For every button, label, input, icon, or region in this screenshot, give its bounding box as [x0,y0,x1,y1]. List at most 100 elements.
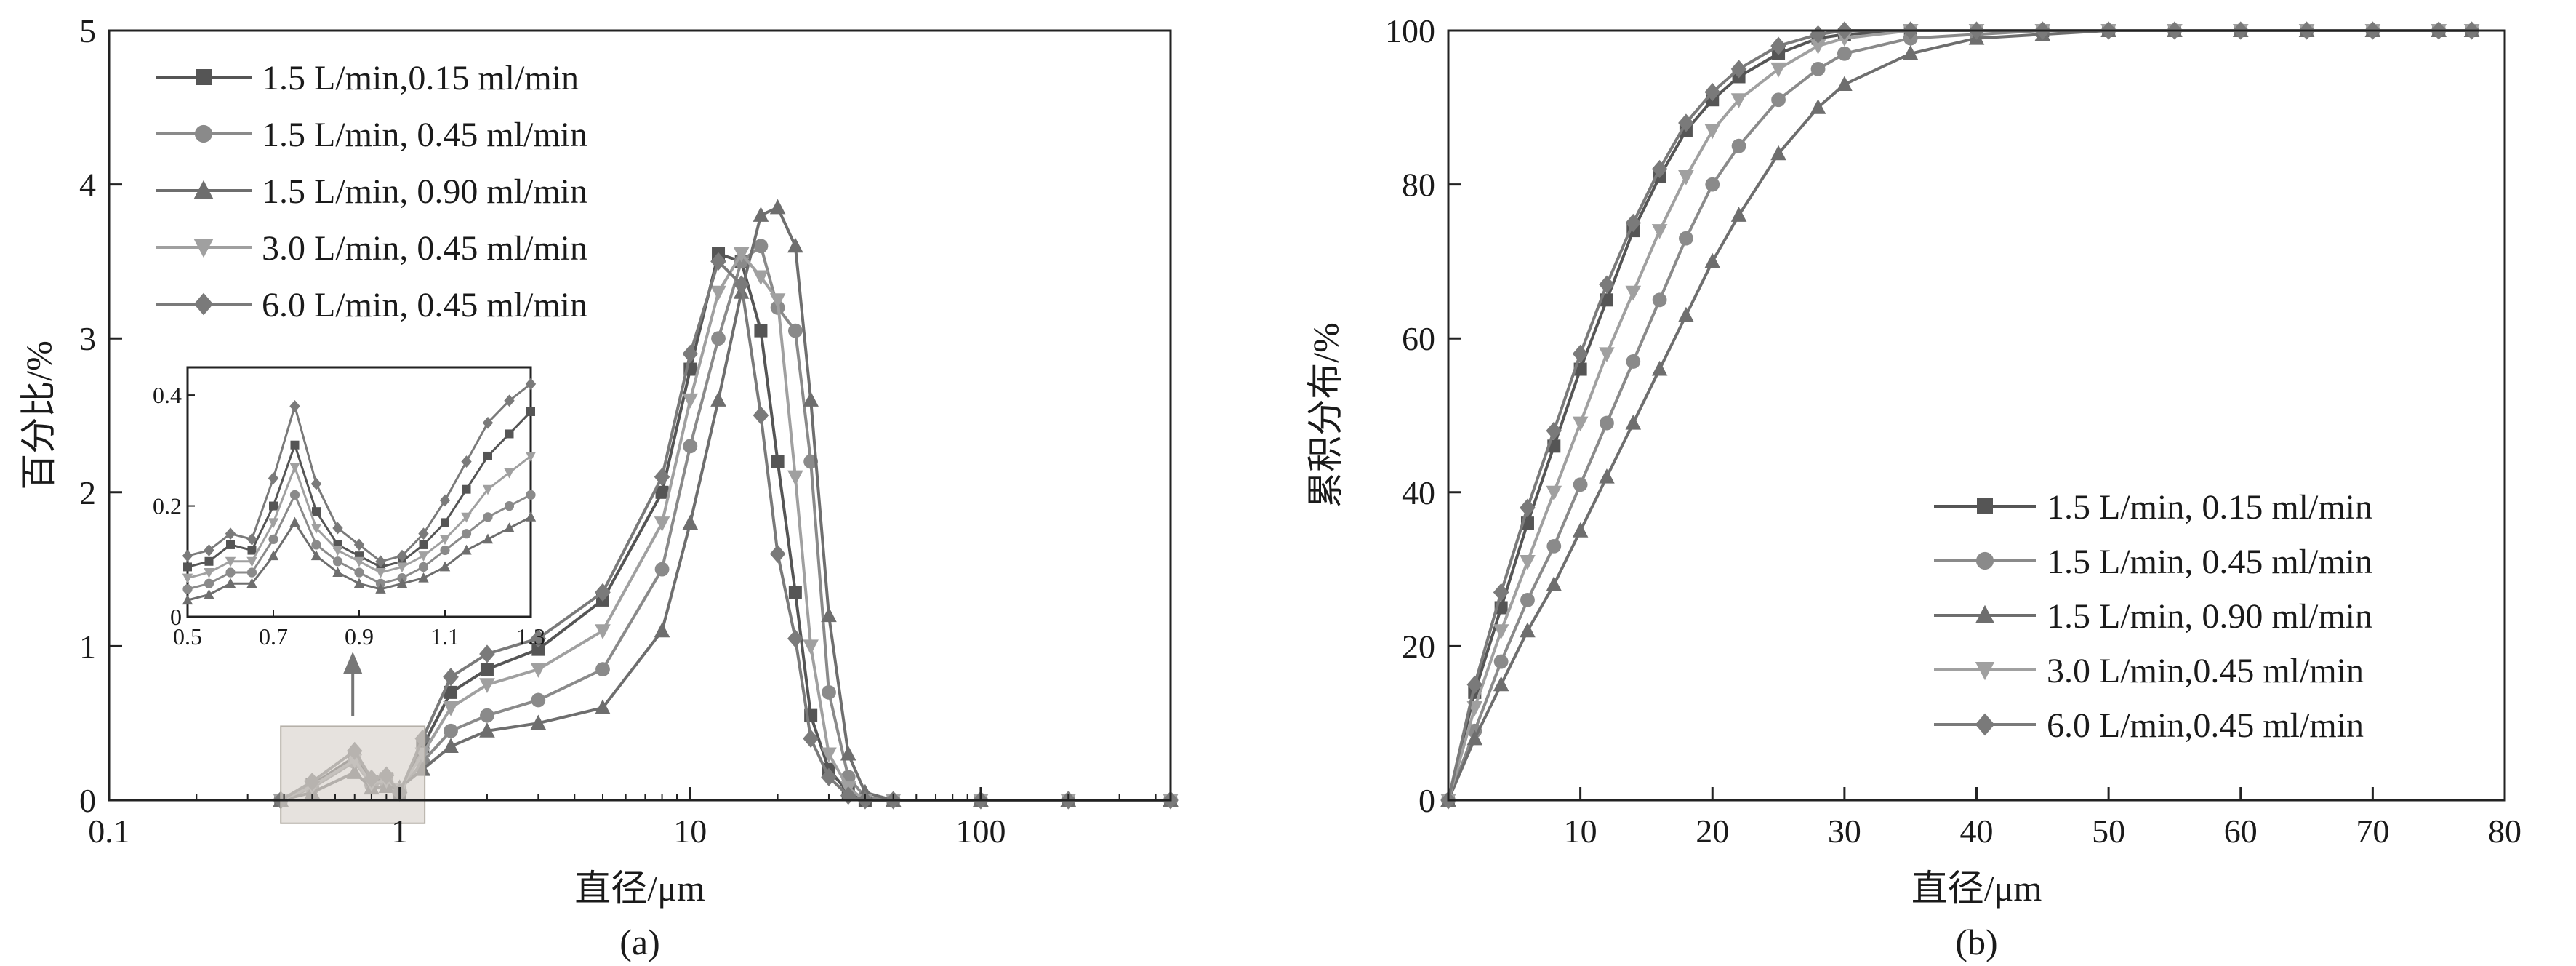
panel-b-data-point [1520,498,1536,517]
panel-a-inset-data-point [525,378,537,391]
panel-a-y-tick-label: 4 [79,167,96,204]
panel-b-x-axis: 10 20 30 40 50 60 70 80 [1564,787,2521,850]
panel-a-inset-data-point [182,549,193,562]
panel-b-label: (b) [1955,922,1997,962]
panel-a-data-point [595,624,611,639]
panel-b-x-axis-label: 直径/μm [1911,868,2042,909]
panel-b-data-point [1493,654,1509,669]
panel-b-data-point [1810,99,1826,114]
panel-a-data-point [530,663,547,678]
panel-a-inset-data-point [396,549,408,562]
panel-b-data-point [1704,124,1721,140]
panel-a-x-tick-label: 100 [955,813,1006,850]
panel-a-data-point [444,685,458,699]
panel-a-inset-y-tick-label: 0.4 [153,382,182,408]
panel-a-inset-data-point [461,529,472,539]
panel-b-data-point [1810,39,1826,55]
panel-a-data-point [822,684,836,700]
panel-a-inset: 0.5 0.7 0.9 1.1 1.3 0 0.2 0.4 [153,366,545,650]
panel-a-inset-data-point [461,512,472,523]
panel-b-data-point [1837,46,1852,61]
panel-b-data-point [1704,252,1721,268]
panel-a-inset-data-point [268,518,279,529]
panel-b-data-point [1678,306,1694,322]
panel-a-inset-data-point [418,527,429,540]
panel-b-data-point [1651,360,1668,376]
panel-b-legend-marker [1977,498,1993,514]
panel-a-data-point [753,239,769,254]
panel-a-inset-data-point [440,545,450,556]
panel-a-x-axis-label: 直径/μm [574,868,705,909]
panel-a-inset-data-point [289,463,300,473]
panel-a-inset-data-point [439,494,451,507]
panel-a-data-point [479,678,495,693]
panel-a-inset-data-point [482,416,494,429]
panel-b-legend-marker [1975,713,1995,736]
panel-b-data-point [1731,138,1746,153]
panel-b-y-axis-label: 累积分布/% [1305,322,1346,508]
panel-a-inset-data-point [289,399,300,412]
panel-a-inset-data-point [482,484,494,495]
panel-a-inset-data-point [310,524,322,534]
panel-a-data-point [711,331,726,346]
panel-a-inset-y-tick-label: 0.2 [153,493,182,519]
panel-a-inset-data-point [504,468,515,479]
panel-a-inset-data-point [418,551,429,562]
panel-a-label: (a) [619,922,660,962]
panel-a-inset-data-point [183,562,192,572]
panel-b-y-tick-label: 40 [1402,474,1435,511]
panel-b-data-point [1520,593,1535,607]
panel-a-inset-data-point [418,562,429,572]
panel-b-x-tick-label: 80 [2488,813,2521,850]
panel-b-data-point [1679,231,1693,246]
panel-a-data-point [682,344,699,363]
panel-a-inset-data-point [311,540,321,550]
panel-a-inset-data-point [375,583,386,594]
panel-a-legend-label: 1.5 L/min,0.15 ml/min [262,59,579,97]
panel-a-data-point [479,722,495,738]
panel-a-data-point [733,247,750,263]
panel-a-data-point [654,468,670,487]
panel-a-inset-data-point [482,533,494,544]
panel-a-legend: 1.5 L/min,0.15 ml/min 1.5 L/min, 0.45 ml/… [156,59,587,324]
panel-b-chart: 10 20 30 40 50 60 70 80 0 20 40 60 80 100 直径/μm 累积分布… [1305,12,2521,962]
panel-a-inset-data-point [461,544,472,555]
panel-a-data-point [803,729,819,748]
panel-b-legend-label: 6.0 L/min,0.45 ml/min [2047,706,2364,745]
panel-a-legend-label: 1.5 L/min, 0.45 ml/min [262,116,587,154]
panel-a-data-point [753,406,769,425]
panel-a-inset-data-point [246,532,257,546]
panel-a-inset-data-point [269,501,278,511]
panel-b-data-point [1810,62,1826,76]
panel-a-data-point [710,252,726,271]
panel-a-legend-label: 3.0 L/min, 0.45 ml/min [262,229,587,268]
panel-a-y-tick-label: 3 [79,320,96,357]
panel-a-inset-data-point [439,535,451,546]
panel-a-legend-marker [193,292,214,316]
panel-a-inset-data-point [204,556,214,566]
panel-b-data-point [1770,36,1786,55]
panel-a-data-point [531,642,545,656]
panel-b-data-point [1810,25,1826,44]
panel-a-data-point [595,583,611,602]
panel-b-legend-label: 1.5 L/min, 0.45 ml/min [2047,543,2372,581]
panel-a-data-point [682,514,699,530]
panel-b-data-point [1572,522,1589,538]
panel-a-data-point [821,607,837,623]
panel-b-legend-marker [1975,604,1995,623]
panel-a-inset-data-point [441,518,449,527]
panel-a-inset-data-point [204,544,214,556]
panel-a-inset-data-point [504,522,515,533]
panel-a-inset-data-point [505,429,514,439]
panel-b-legend-label: 3.0 L/min,0.45 ml/min [2047,652,2364,690]
panel-a-legend-marker [194,124,213,143]
panel-b-data-point [1546,576,1562,591]
panel-a-inset-data-point [225,556,236,567]
panel-b-data-point [1626,354,1641,369]
panel-a-data-point [710,285,726,301]
panel-a-data-point [803,391,819,407]
panel-a-inset-data-point [225,578,236,588]
panel-b-data-point [1705,177,1720,192]
panel-a-inset-data-point [439,561,451,572]
